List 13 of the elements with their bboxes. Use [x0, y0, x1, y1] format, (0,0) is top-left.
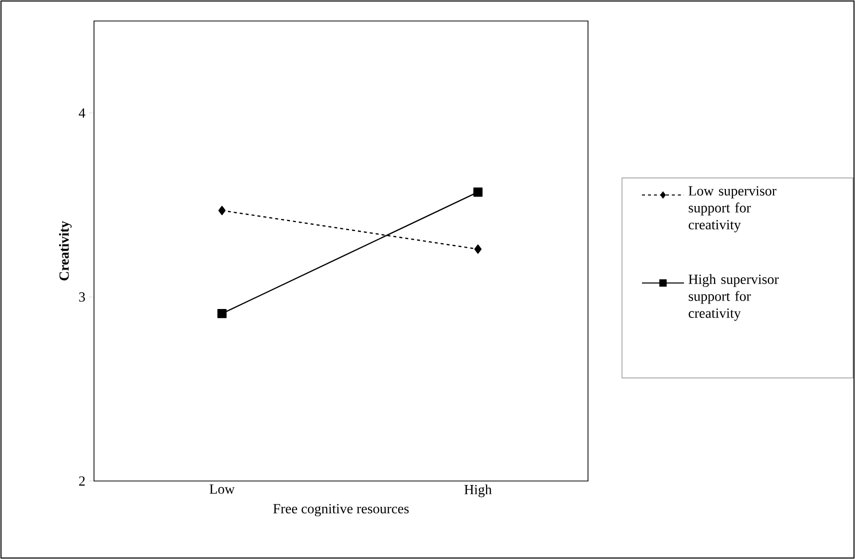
x-tick-label: High [464, 484, 492, 498]
point [473, 188, 483, 197]
point [217, 308, 227, 318]
point [218, 206, 226, 216]
y-tick-label: 4 [78, 108, 86, 118]
y-tick-label: 3 [79, 292, 85, 302]
y-axis-title: Creativity [58, 221, 72, 280]
x-axis-title: Free cognitive resources [273, 504, 409, 516]
point [474, 244, 482, 254]
legend-label: High supervisor support for creativity [688, 274, 779, 321]
x-tick-label: Low [210, 484, 235, 494]
y-tick-label: 2 [79, 476, 85, 486]
legend-label: Low supervisor support for creativity [688, 186, 776, 232]
